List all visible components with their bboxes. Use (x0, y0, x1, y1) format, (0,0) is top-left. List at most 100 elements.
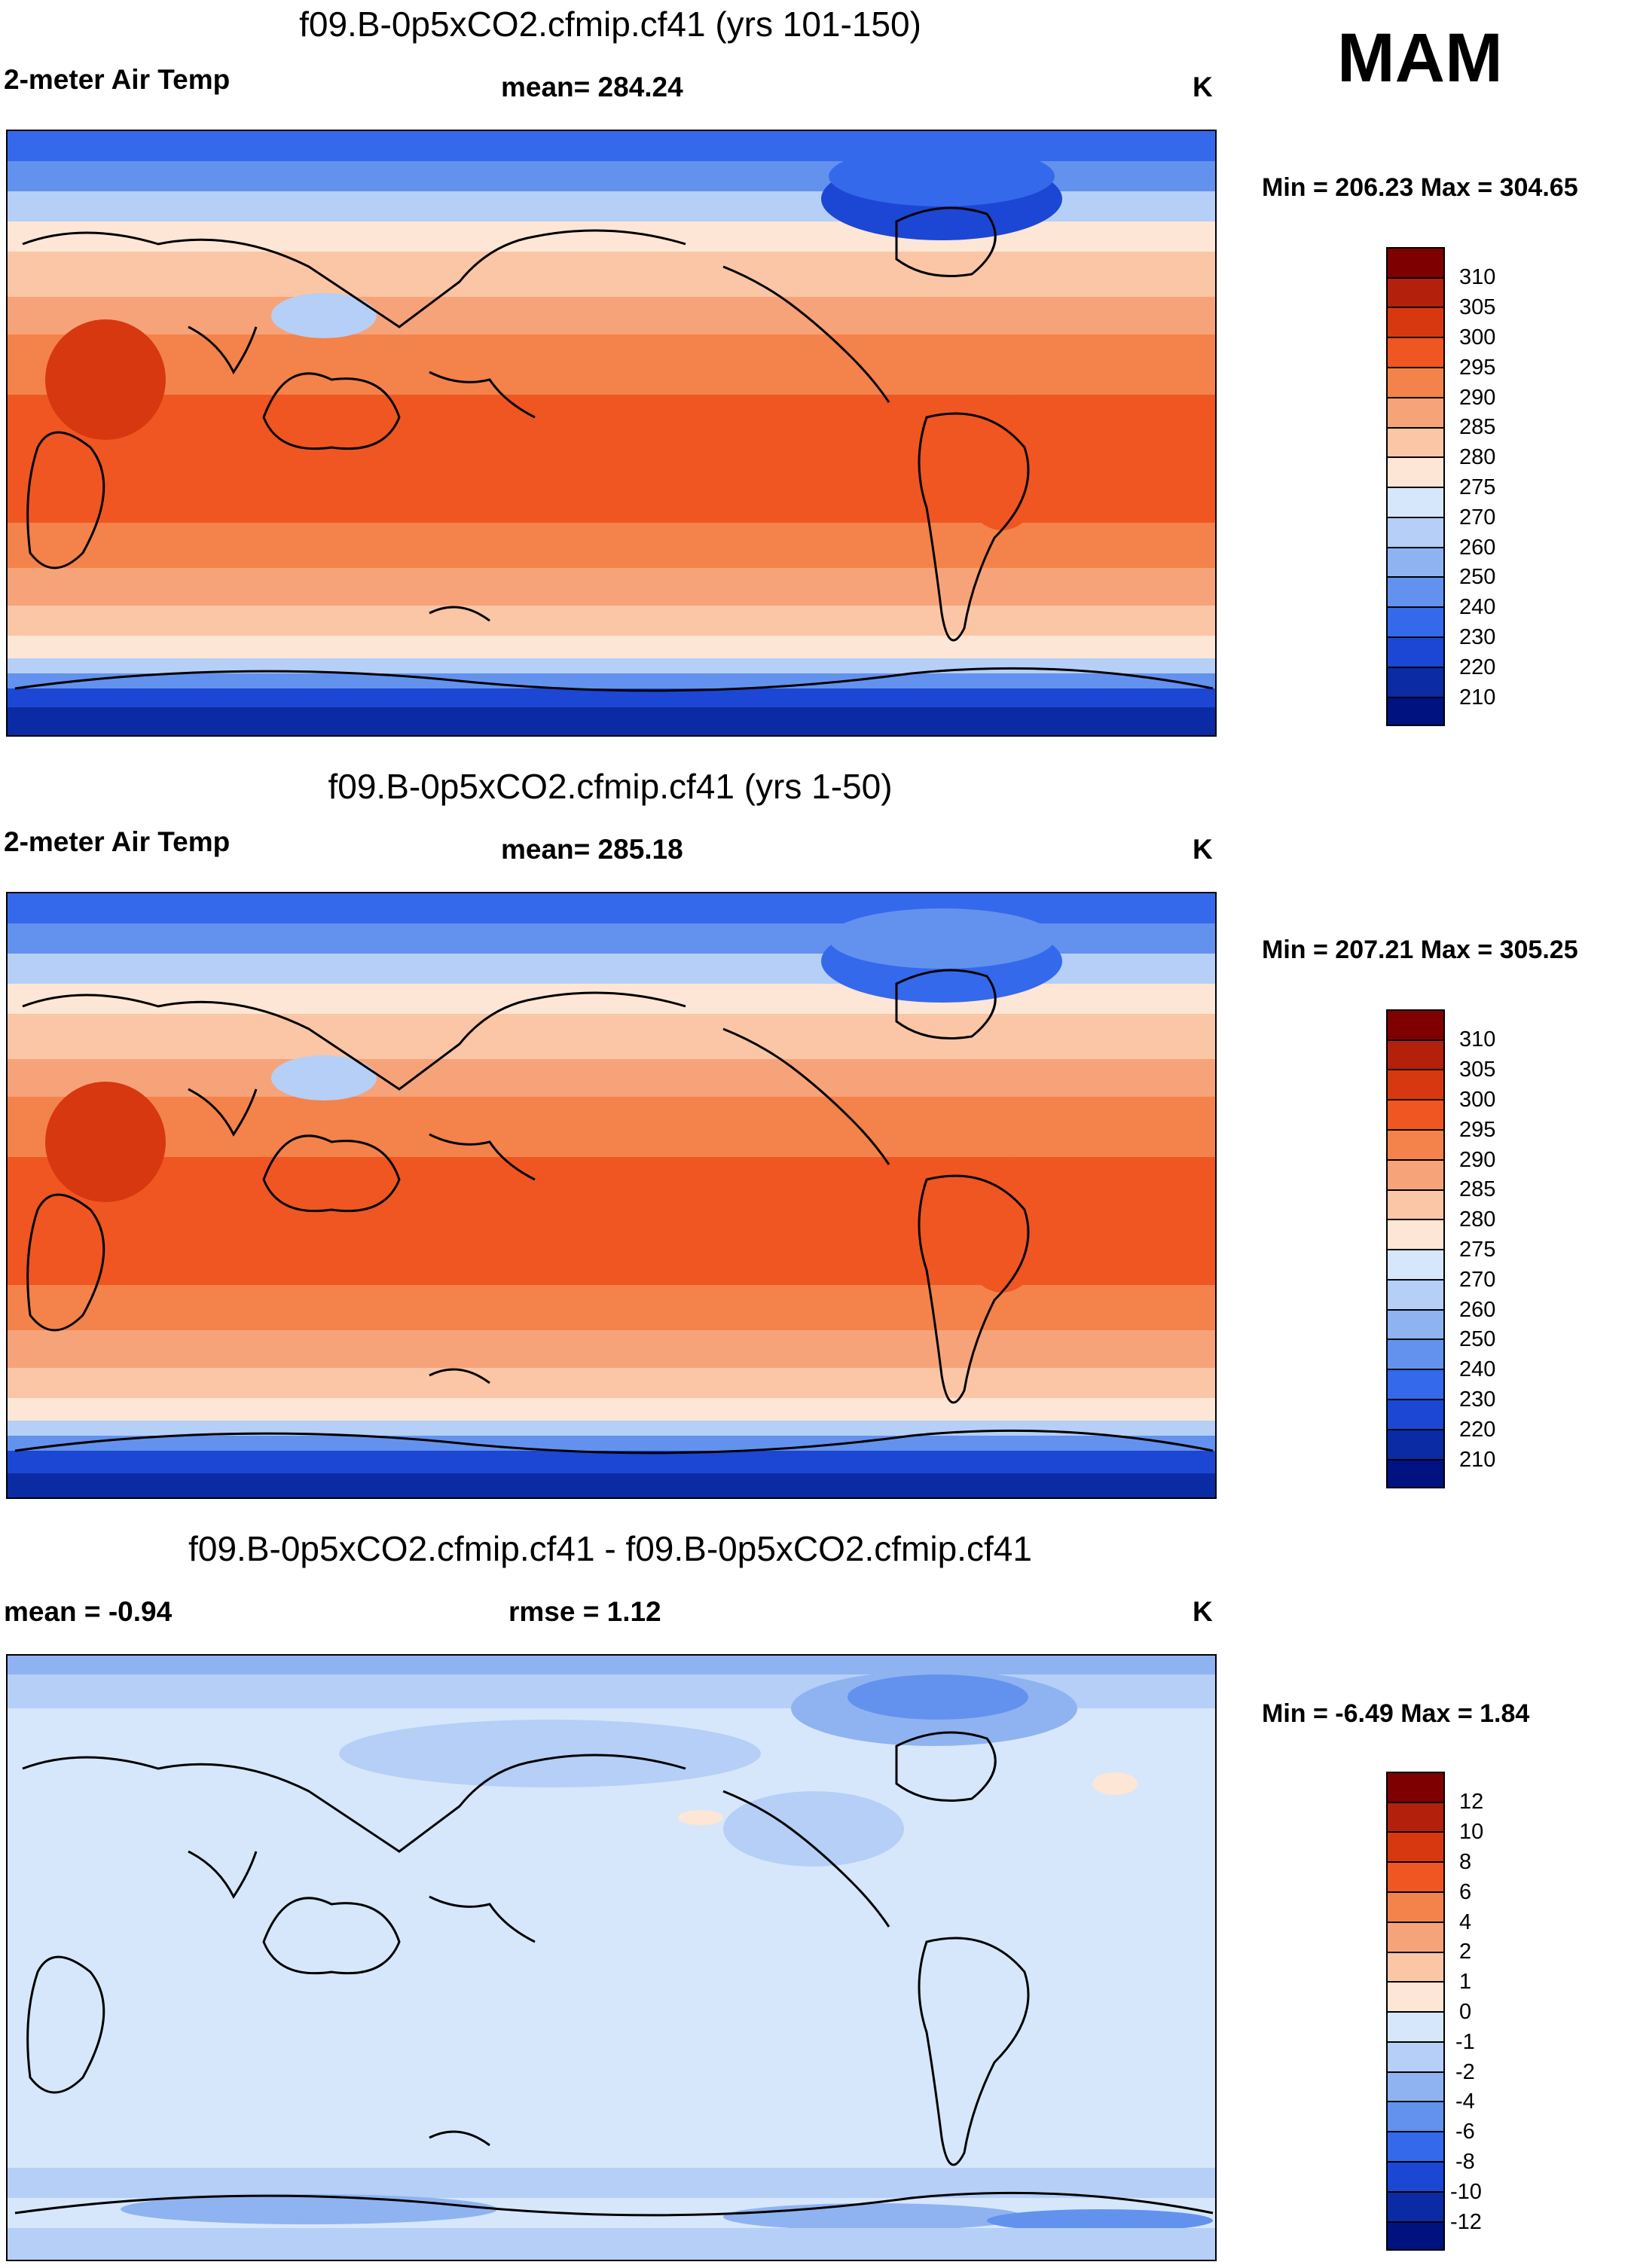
panel-2-colorbar-tick: 300 (1459, 1088, 1496, 1112)
panel-3-colorbar-tick: -6 (1455, 2120, 1475, 2144)
panel-1-colorbar-tick: 300 (1459, 325, 1496, 350)
panel-1-colorbar-tick: 305 (1459, 295, 1496, 319)
panel-2-colorbar-tick: 295 (1459, 1118, 1496, 1142)
panel-2-colorbar-tick: 270 (1459, 1268, 1496, 1292)
panel-2-colorbar-tick: 260 (1459, 1298, 1496, 1322)
panel-2-map-svg (8, 893, 1215, 1497)
panel-3-colorbar-box (1388, 1983, 1443, 2013)
panel-2-colorbar-box (1388, 1430, 1443, 1461)
panel-1-colorbar-box (1388, 398, 1443, 429)
panel-3-colorbar-box (1388, 1893, 1443, 1923)
panel-3-colorbar-tick: 0 (1459, 2000, 1472, 2024)
panel-1-colorbar-tick: 285 (1459, 415, 1496, 439)
panel-1-colorbar-tick: 230 (1459, 625, 1496, 649)
coastlines (14, 1731, 1214, 2217)
panel-3-units: K (1193, 1596, 1213, 1627)
panel-2-colorbar-box (1388, 1011, 1443, 1041)
panel-2-colorbar-box (1388, 1161, 1443, 1191)
panel-3-colorbar-box (1388, 2193, 1443, 2223)
temperature-bands (8, 893, 1215, 1497)
panel-2-colorbar-tick: 310 (1459, 1027, 1496, 1052)
panel-1-colorbar-box (1388, 638, 1443, 668)
panel-3-colorbar-box (1388, 2102, 1443, 2132)
panel-2-title: f09.B-0p5xCO2.cfmip.cf41 (yrs 1-50) (328, 767, 893, 806)
panel-3-colorbar-box (1388, 1803, 1443, 1833)
panel-3-colorbar-box (1388, 1953, 1443, 1983)
panel-3-colorbar-tick: -4 (1455, 2089, 1475, 2114)
panel-3-colorbar-tick: -12 (1450, 2210, 1482, 2234)
panel-2-variable: 2-meter Air Temp (4, 826, 231, 857)
panel-1-colorbar-tick: 275 (1459, 475, 1496, 499)
panel-1-colorbar-box (1388, 249, 1443, 279)
panel-3-colorbar-box (1388, 1923, 1443, 1953)
panel-1-colorbar-box (1388, 608, 1443, 638)
panel-2-minmax: Min = 207.21 Max = 305.25 (1262, 936, 1578, 964)
panel-3-map-svg (8, 1656, 1215, 2260)
panel-1-colorbar-tick: 210 (1459, 685, 1496, 710)
panel-1-colorbar-tick: 250 (1459, 565, 1496, 589)
panel-2-colorbar-box (1388, 1191, 1443, 1220)
panel-3-colorbar-tick: 12 (1459, 1790, 1484, 1814)
panel-3-colorbar-box (1388, 2132, 1443, 2163)
panel-1-colorbar-box (1388, 429, 1443, 458)
panel-2-colorbar-box (1388, 1461, 1443, 1487)
panel-2-mean: mean= 285.18 (501, 834, 683, 865)
panel-1-colorbar (1386, 247, 1445, 726)
panel-2-colorbar-tick: 275 (1459, 1238, 1496, 1262)
panel-1-colorbar-box (1388, 488, 1443, 518)
panel-2-map (6, 892, 1217, 1499)
panel-2-colorbar-tick: 280 (1459, 1207, 1496, 1232)
panel-2-colorbar-box (1388, 1100, 1443, 1131)
coastlines (14, 206, 1214, 692)
panel-2-colorbar-tick: 210 (1459, 1448, 1496, 1472)
panel-2-colorbar-tick: 220 (1459, 1418, 1496, 1442)
panel-3-colorbar-box (1388, 2043, 1443, 2073)
panel-2-colorbar-tick: 230 (1459, 1387, 1496, 1412)
panel-3-colorbar-box (1388, 1773, 1443, 1803)
panel-2-colorbar (1386, 1009, 1445, 1488)
panel-2-units: K (1193, 834, 1213, 865)
panel-3-colorbar-tick: -10 (1450, 2180, 1482, 2204)
panel-1-colorbar-tick: 270 (1459, 505, 1496, 530)
panel-2-colorbar-tick: 305 (1459, 1058, 1496, 1082)
panel-1-colorbar-box (1388, 668, 1443, 698)
panel-3-colorbar-box (1388, 1863, 1443, 1893)
panel-1-colorbar-box (1388, 458, 1443, 488)
panel-3-colorbar-box (1388, 1833, 1443, 1863)
panel-1-colorbar-tick: 290 (1459, 386, 1496, 410)
panel-2-colorbar-box (1388, 1220, 1443, 1250)
panel-1-map (6, 130, 1217, 737)
panel-3-colorbar-tick: -1 (1455, 2030, 1475, 2054)
panel-3-colorbar-tick: 1 (1459, 1970, 1472, 1994)
panel-1-colorbar-tick: 260 (1459, 536, 1496, 560)
panel-2-colorbar-box (1388, 1131, 1443, 1161)
panel-2-colorbar-box (1388, 1311, 1443, 1340)
panel-3-colorbar-box (1388, 2223, 1443, 2249)
panel-2-colorbar-box (1388, 1340, 1443, 1370)
panel-1-colorbar-tick: 310 (1459, 265, 1496, 289)
panel-3-mean: mean = -0.94 (4, 1596, 173, 1627)
panel-3-minmax: Min = -6.49 Max = 1.84 (1262, 1699, 1530, 1728)
panel-3-map (6, 1654, 1217, 2261)
panel-3-colorbar-box (1388, 2163, 1443, 2193)
panel-1-mean: mean= 284.24 (501, 72, 683, 102)
panel-2-colorbar-tick: 290 (1459, 1148, 1496, 1172)
panel-2-colorbar-tick: 250 (1459, 1327, 1496, 1351)
panel-2-colorbar-tick: 285 (1459, 1177, 1496, 1201)
panel-1-colorbar-tick: 240 (1459, 595, 1496, 619)
panel-3-colorbar-tick: 10 (1459, 1820, 1484, 1844)
panel-1-colorbar-box (1388, 518, 1443, 548)
panel-2-colorbar-tick: 240 (1459, 1357, 1496, 1381)
panel-1-variable: 2-meter Air Temp (4, 64, 231, 95)
panel-1-colorbar-box (1388, 279, 1443, 308)
panel-1-colorbar-box (1388, 368, 1443, 398)
panel-1-colorbar-box (1388, 698, 1443, 725)
panel-3-colorbar-tick: 4 (1459, 1910, 1472, 1934)
panel-3-rmse: rmse = 1.12 (509, 1596, 661, 1627)
panel-3-colorbar-tick: 2 (1459, 1940, 1472, 1964)
panel-1-colorbar-tick: 295 (1459, 356, 1496, 380)
panel-2-colorbar-box (1388, 1400, 1443, 1430)
season-label: MAM (1337, 20, 1503, 96)
panel-2-colorbar-box (1388, 1370, 1443, 1400)
panel-1-colorbar-box (1388, 338, 1443, 368)
